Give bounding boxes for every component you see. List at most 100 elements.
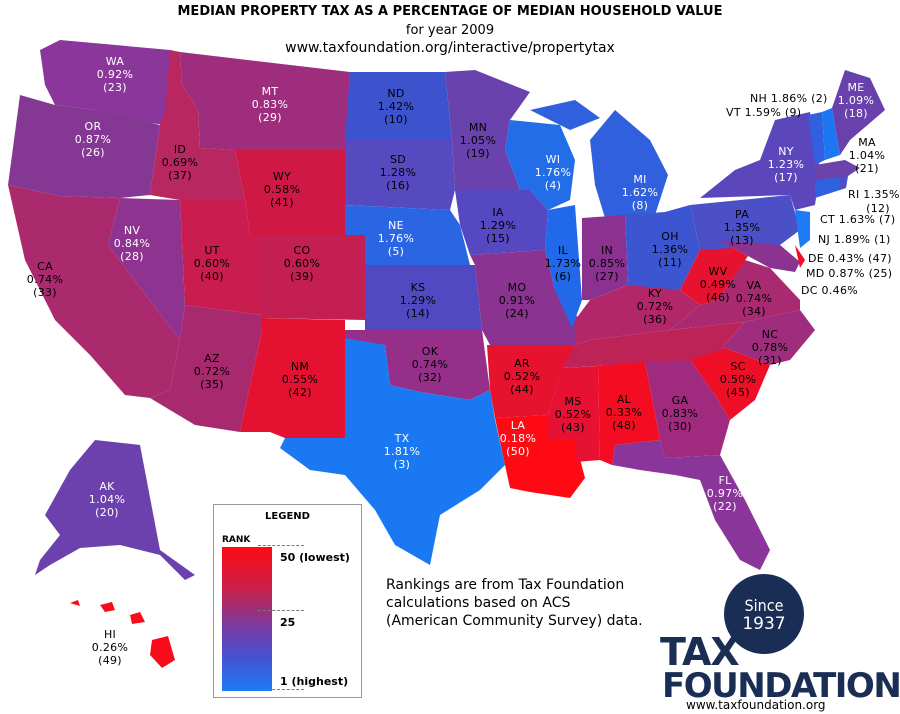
legend-tick-top (258, 545, 304, 546)
state-label-ia: IA 1.29% (15) (480, 206, 516, 245)
state-label-wv: WV 0.49% (46) (700, 265, 736, 304)
state-LA (495, 415, 585, 498)
state-ME (832, 70, 885, 155)
state-label-ky: KY 0.72% (36) (637, 287, 673, 326)
state-OR (8, 95, 160, 198)
state-label-or: OR 0.87% (26) (75, 120, 111, 159)
state-SD (345, 140, 455, 210)
legend-color-ramp (222, 547, 272, 691)
state-SC (690, 348, 770, 420)
state-WI (505, 120, 575, 210)
state-KS (365, 265, 482, 330)
state-label-tx: TX 1.81% (3) (384, 432, 420, 471)
state-label-wi: WI 1.76% (4) (535, 153, 571, 192)
map-subtitle: for year 2009 (405, 23, 495, 38)
legend-mid-label: 25 (280, 616, 296, 629)
state-DE (795, 245, 805, 268)
legend-tick-bottom (258, 689, 304, 690)
state-CO (262, 235, 365, 320)
state-label-ma: MA 1.04% (21) (849, 136, 885, 175)
state-label-in: IN 0.85% (27) (589, 244, 625, 283)
state-HI (70, 600, 175, 668)
state-label-al: AL 0.33% (48) (606, 393, 642, 432)
callout-label-dc: DC 0.46% (801, 284, 858, 297)
state-label-wy: WY 0.58% (41) (264, 170, 300, 209)
state-label-va: VA 0.74% (34) (736, 279, 772, 318)
state-MS (548, 366, 600, 462)
state-NJ (795, 210, 810, 248)
callout-rank-ri: (12) (866, 202, 890, 215)
state-RI (840, 175, 848, 190)
state-MO (470, 250, 580, 345)
callout-label-md: MD 0.87% (25) (806, 267, 892, 280)
state-AL (598, 362, 660, 465)
state-label-ks: KS 1.29% (14) (400, 281, 436, 320)
state-label-ms: MS 0.52% (43) (555, 395, 591, 434)
state-label-nc: NC 0.78% (31) (752, 328, 788, 367)
state-label-ca: CA 0.74% (33) (27, 260, 63, 299)
state-NY (700, 112, 820, 210)
state-label-la: LA 0.18% (50) (500, 419, 536, 458)
legend-box: LEGEND RANK 50 (lowest) 25 1 (highest) (213, 504, 362, 698)
logo-foundation: FOUNDATION (662, 666, 900, 706)
state-TN (562, 322, 745, 368)
state-label-co: CO 0.60% (39) (284, 244, 320, 283)
state-AR (487, 345, 575, 418)
state-label-nd: ND 1.42% (10) (378, 87, 414, 126)
state-label-nv: NV 0.84% (28) (114, 224, 150, 263)
state-label-oh: OH 1.36% (11) (652, 230, 688, 269)
state-OK (345, 330, 490, 400)
state-OH (625, 205, 700, 290)
state-TX (280, 338, 505, 565)
capitol-seal-icon: Since 1937 (724, 574, 804, 654)
state-VA (670, 260, 800, 330)
state-label-sc: SC 0.50% (45) (720, 360, 756, 399)
state-MD (720, 240, 800, 272)
state-MT (180, 52, 350, 150)
legend-bottom-label: 1 (highest) (280, 675, 349, 688)
tax-foundation-logo: Since 1937 TAX FOUNDATION www.taxfoundat… (660, 568, 900, 712)
state-label-az: AZ 0.72% (35) (194, 352, 230, 391)
logo-tax: TAX (660, 630, 740, 674)
state-WY (235, 150, 345, 235)
state-UT (180, 200, 262, 315)
callout-label-nh: NH 1.86% (2) (750, 92, 828, 105)
state-NH (822, 108, 840, 160)
state-MA (815, 160, 860, 180)
state-GA (645, 360, 730, 458)
state-label-id: ID 0.69% (37) (162, 143, 198, 182)
state-AZ (150, 305, 262, 432)
legend-title: LEGEND (265, 511, 310, 522)
callout-label-nj: NJ 1.89% (1) (818, 233, 891, 246)
map-source-url: www.taxfoundation.org/interactive/proper… (285, 40, 615, 56)
state-CT (815, 175, 840, 198)
state-label-ut: UT 0.60% (40) (194, 244, 230, 283)
state-label-mo: MO 0.91% (24) (499, 281, 535, 320)
state-FL (612, 440, 770, 570)
state-label-mt: MT 0.83% (29) (252, 85, 288, 124)
legend-rank-label: RANK (222, 535, 251, 545)
logo-url: www.taxfoundation.org (686, 698, 826, 712)
state-NM (240, 318, 345, 438)
state-label-ok: OK 0.74% (32) (412, 345, 448, 384)
state-label-il: IL 1.73% (6) (545, 244, 581, 283)
state-label-wa: WA 0.92% (23) (97, 55, 133, 94)
state-label-ne: NE 1.76% (5) (378, 219, 414, 258)
source-note: Rankings are from Tax Foundation calcula… (386, 577, 643, 629)
state-WA (40, 40, 175, 125)
state-label-ak: AK 1.04% (20) (89, 480, 125, 519)
state-label-nm: NM 0.55% (42) (282, 360, 318, 399)
state-KY (575, 285, 700, 345)
map-title: MEDIAN PROPERTY TAX AS A PERCENTAGE OF M… (177, 4, 723, 19)
state-PA (690, 195, 800, 250)
state-NV (108, 198, 185, 340)
state-ND (345, 72, 452, 140)
callout-label-de: DE 0.43% (47) (808, 252, 892, 265)
state-NC (700, 310, 815, 365)
state-label-fl: FL 0.97% (22) (707, 474, 743, 513)
state-label-me: ME 1.09% (18) (838, 81, 874, 120)
callout-label-ri: RI 1.35% (848, 188, 900, 201)
state-label-hi: HI 0.26% (49) (92, 628, 128, 667)
callout-label-vt: VT 1.59% (9) (726, 106, 801, 119)
